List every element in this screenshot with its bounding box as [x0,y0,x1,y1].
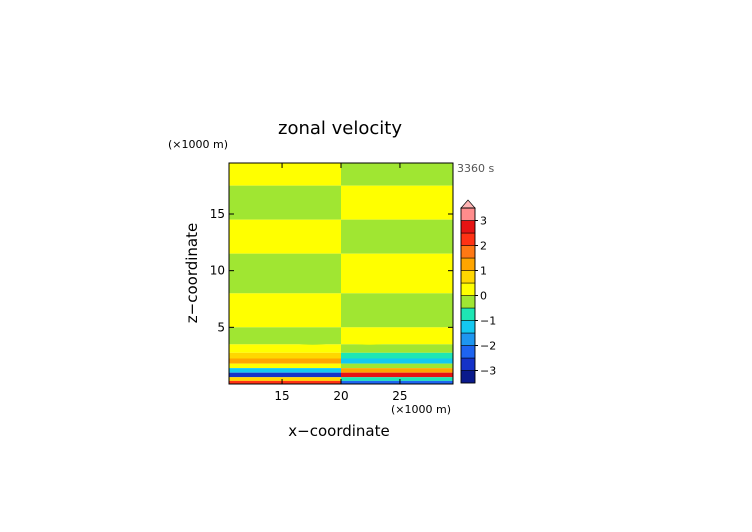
surface-layer-right-0 [341,344,453,353]
colorbar-tick-label: −3 [480,365,496,378]
surface-layer-right-4 [341,368,453,373]
surface-layer-left-0 [229,344,341,353]
field-band-left-1 [229,185,341,220]
field-band-right-0 [341,163,453,186]
colorbar-swatch [460,245,476,259]
colorbar-swatch [460,332,476,346]
surface-layer-left-3 [229,363,341,369]
colorbar-swatch [460,282,476,296]
colorbar-tick-label: −1 [480,315,496,328]
surface-layer-left-1 [229,352,341,359]
surface-layer-right-7 [341,380,453,384]
colorbar-tick-label: −2 [480,340,496,353]
surface-layer-left-4 [229,368,341,373]
field-band-right-1 [341,185,453,220]
y-axis-unit: (×1000 m) [168,138,228,151]
colorbar-swatch [460,345,476,359]
velocity-field [229,163,453,384]
colorbar-tick-label: 2 [480,240,487,253]
field-band-right-3 [341,253,453,294]
colorbar-swatch [460,270,476,284]
surface-layer-left-6 [229,377,341,381]
y-tick-label: 10 [210,264,225,278]
field-band-left-3 [229,253,341,294]
colorbar-swatch [460,207,476,221]
y-tick-label: 15 [210,207,225,221]
surface-layer-right-5 [341,372,453,378]
colorbar-swatch [460,357,476,371]
colorbar-tick-label: 0 [480,290,487,303]
colorbar-swatch [460,320,476,334]
surface-layer-right-3 [341,363,453,369]
surface-layer-left-5 [229,372,341,378]
field-band-left-4 [229,293,341,328]
field-lobe-1 [345,334,394,345]
y-axis-label: z−coordinate [183,223,201,323]
chart-title: zonal velocity [278,118,402,139]
y-axis: 5 10 15 [210,207,453,334]
x-axis-unit: (×1000 m) [391,403,451,416]
colorbar-swatch [460,370,476,384]
y-tick-label: 5 [217,320,225,334]
x-tick-label: 25 [392,389,407,403]
colorbar-swatch [460,232,476,246]
field-band-left-2 [229,219,341,254]
colorbar-swatch [460,295,476,309]
field-band-right-4 [341,293,453,328]
x-tick-label: 15 [274,389,289,403]
field-band-left-0 [229,163,341,186]
surface-layer-right-2 [341,358,453,364]
field-band-right-2 [341,219,453,254]
x-tick-label: 20 [333,389,348,403]
colorbar-swatch [460,257,476,271]
colorbar-swatch [460,220,476,234]
surface-layer-left-7 [229,380,341,384]
surface-layer-right-6 [341,377,453,381]
colorbar-extend-arrow [460,199,476,209]
colorbar-tick-label: 3 [480,215,487,228]
x-axis: 15 20 25 [274,163,408,403]
colorbar-tick-label: 1 [480,265,487,278]
colorbar: 3 2 1 0 −1 −2 −3 [460,199,496,384]
colorbar-swatch [460,307,476,321]
surface-layer-left-2 [229,358,341,364]
field-lobe-0 [288,334,337,345]
surface-layer-right-1 [341,352,453,359]
time-label: 3360 s [457,162,494,175]
x-axis-label: x−coordinate [288,422,389,440]
